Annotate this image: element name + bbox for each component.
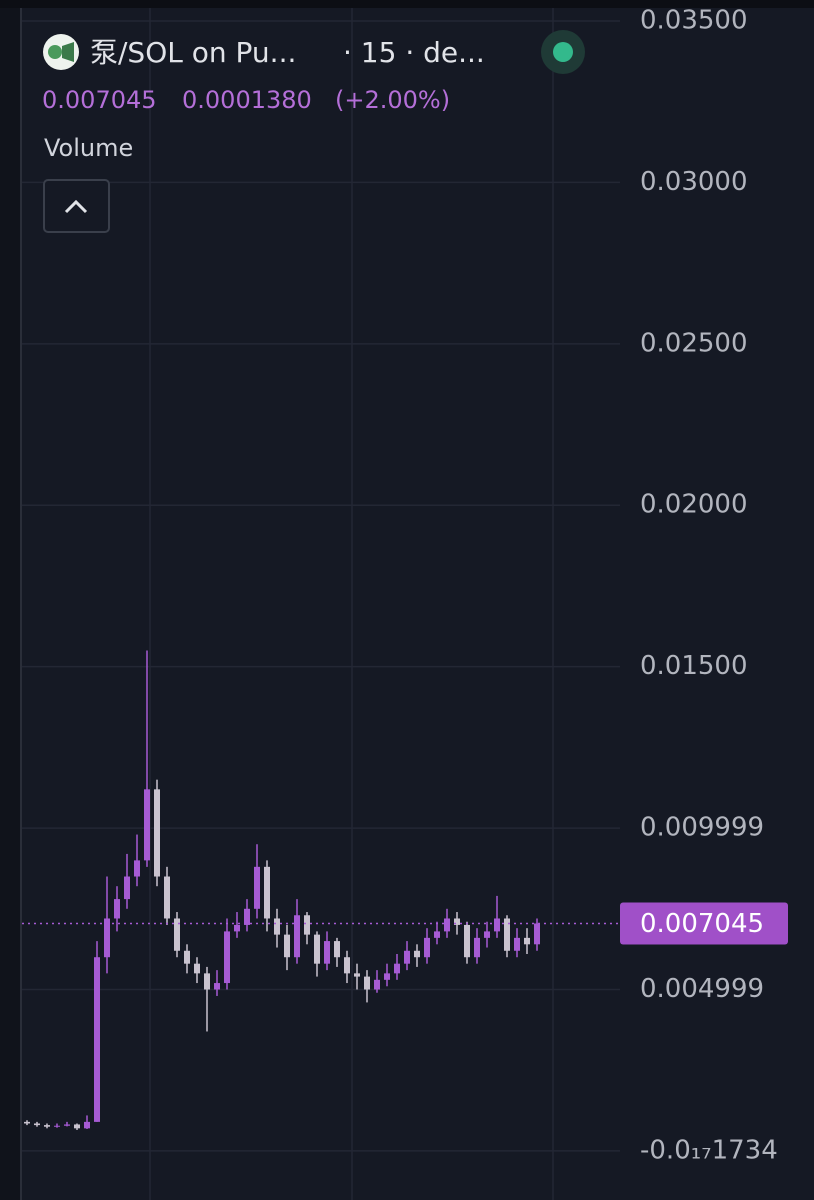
candle-body [304, 915, 310, 935]
candle-body [84, 1121, 90, 1129]
collapse-button[interactable] [43, 179, 110, 233]
candle-body [504, 918, 510, 951]
top-border [0, 0, 814, 8]
token-icon-detail [48, 45, 62, 59]
left-strip [0, 8, 20, 1200]
candle-body [334, 941, 340, 958]
candle-body [104, 918, 110, 958]
candle-body [134, 860, 140, 877]
candle-body [434, 931, 440, 938]
candle-body [224, 931, 230, 984]
candle-body [184, 950, 190, 964]
candle-body [404, 950, 410, 964]
candle-body [274, 918, 280, 935]
y-tick-label: 0.009999 [640, 813, 764, 843]
candle-body [64, 1124, 70, 1126]
candle-body [354, 973, 360, 977]
y-tick-label: 0.03500 [640, 5, 748, 35]
last-price-label: 0.007045 [640, 909, 764, 939]
candle-body [24, 1121, 30, 1124]
candle-body [344, 957, 350, 974]
candle-body [394, 963, 400, 974]
candle-body [34, 1123, 40, 1126]
candle-body [54, 1125, 60, 1127]
candle-body [314, 934, 320, 964]
candle-body [364, 976, 370, 990]
candle-body [254, 866, 260, 909]
candle-body [294, 915, 300, 958]
candle-body [264, 866, 270, 919]
price-change-pct: (+2.00%) [335, 86, 450, 114]
last-price: 0.007045 [42, 86, 157, 114]
candle-body [384, 973, 390, 980]
candle-body [424, 937, 430, 958]
candle-body [454, 918, 460, 925]
status-dot [553, 42, 573, 62]
candle-body [164, 876, 170, 919]
candle-body [114, 899, 120, 919]
candle-body [194, 963, 200, 974]
candle-body [494, 918, 500, 932]
candle-body [324, 941, 330, 964]
candle-body [284, 934, 290, 958]
y-tick-label: -0.0₁₇1734 [640, 1135, 778, 1165]
candle-body [524, 937, 530, 945]
candle-body [144, 789, 150, 861]
interval[interactable]: · 15 · de... [343, 36, 485, 69]
candle-body [234, 924, 240, 932]
price-change: 0.0001380 [182, 86, 312, 114]
candle-body [154, 789, 160, 877]
candle-body [124, 876, 130, 900]
y-tick-label: 0.02500 [640, 328, 748, 358]
token-icon-detail [62, 42, 74, 62]
indicator-name: Volume [44, 134, 133, 162]
candle-body [204, 973, 210, 990]
candle-body [94, 957, 100, 1122]
chevron-icon [64, 199, 88, 214]
candle-body [414, 950, 420, 958]
candle-body [174, 918, 180, 951]
candle-body [44, 1125, 50, 1127]
header: 泵/SOL on Pu... · 15 · de... 0.007045 0.0… [42, 30, 585, 233]
y-tick-label: 0.004999 [640, 974, 764, 1004]
y-tick-label: 0.01500 [640, 651, 748, 681]
candle-body [214, 983, 220, 990]
candle-body [444, 918, 450, 932]
y-tick-label: 0.02000 [640, 490, 748, 520]
last-price-tag [620, 902, 788, 945]
candle-body [484, 931, 490, 938]
candle-body [534, 923, 540, 945]
candle-body [374, 979, 380, 990]
candle-body [514, 937, 520, 951]
candle-body [464, 924, 470, 958]
candle-body [474, 937, 480, 958]
candle-body [244, 908, 250, 925]
y-tick-label: 0.03000 [640, 167, 748, 197]
symbol-title[interactable]: 泵/SOL on Pu... [90, 36, 296, 69]
candle-body [74, 1124, 80, 1129]
